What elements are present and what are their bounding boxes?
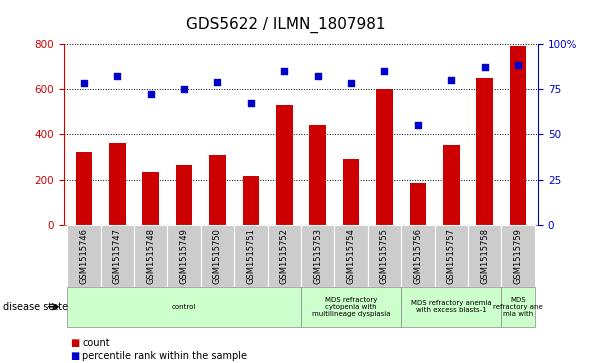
Bar — [67, 287, 301, 327]
Text: GSM1515759: GSM1515759 — [514, 228, 522, 284]
Point — [79, 81, 89, 86]
Text: GSM1515750: GSM1515750 — [213, 228, 222, 284]
Bar — [410, 183, 426, 225]
Text: GSM1515748: GSM1515748 — [146, 228, 155, 284]
Bar — [268, 225, 301, 287]
Point — [213, 79, 223, 85]
Text: GSM1515752: GSM1515752 — [280, 228, 289, 284]
Bar — [176, 165, 192, 225]
Bar — [167, 225, 201, 287]
Bar — [401, 287, 502, 327]
Text: GDS5622 / ILMN_1807981: GDS5622 / ILMN_1807981 — [186, 16, 385, 33]
Bar — [109, 143, 126, 225]
Bar — [334, 225, 368, 287]
Bar — [134, 225, 167, 287]
Point — [112, 73, 122, 79]
Point — [313, 73, 322, 79]
Bar — [67, 225, 100, 287]
Text: GSM1515754: GSM1515754 — [347, 228, 356, 284]
Bar — [502, 287, 535, 327]
Bar — [276, 105, 292, 225]
Text: ■: ■ — [70, 351, 79, 361]
Point — [146, 91, 156, 97]
Bar — [100, 225, 134, 287]
Bar — [234, 225, 268, 287]
Text: ■: ■ — [70, 338, 79, 348]
Point — [513, 62, 523, 68]
Text: GSM1515756: GSM1515756 — [413, 228, 423, 284]
Point — [413, 122, 423, 128]
Bar — [142, 172, 159, 225]
Text: GSM1515749: GSM1515749 — [179, 228, 188, 284]
Bar — [309, 125, 326, 225]
Text: count: count — [82, 338, 109, 348]
Text: GSM1515747: GSM1515747 — [112, 228, 122, 284]
Point — [446, 77, 456, 83]
Point — [346, 81, 356, 86]
Bar — [301, 225, 334, 287]
Bar — [468, 225, 502, 287]
Bar — [201, 225, 234, 287]
Text: GSM1515746: GSM1515746 — [80, 228, 88, 284]
Bar — [401, 225, 435, 287]
Bar — [243, 176, 259, 225]
Point — [379, 68, 389, 74]
Text: control: control — [172, 304, 196, 310]
Bar — [435, 225, 468, 287]
Bar — [476, 78, 493, 225]
Bar — [301, 287, 401, 327]
Text: GSM1515755: GSM1515755 — [380, 228, 389, 284]
Text: MDS refractory
cytopenia with
multilineage dysplasia: MDS refractory cytopenia with multilinea… — [312, 297, 390, 317]
Point — [246, 101, 256, 106]
Bar — [502, 225, 535, 287]
Text: MDS refractory anemia
with excess blasts-1: MDS refractory anemia with excess blasts… — [411, 300, 491, 313]
Point — [179, 86, 189, 92]
Bar — [209, 155, 226, 225]
Text: percentile rank within the sample: percentile rank within the sample — [82, 351, 247, 361]
Bar — [510, 46, 527, 225]
Bar — [343, 159, 359, 225]
Text: GSM1515753: GSM1515753 — [313, 228, 322, 284]
Text: GSM1515751: GSM1515751 — [246, 228, 255, 284]
Text: GSM1515758: GSM1515758 — [480, 228, 489, 284]
Bar — [443, 144, 460, 225]
Text: disease state: disease state — [3, 302, 68, 312]
Point — [280, 68, 289, 74]
Bar — [376, 89, 393, 225]
Point — [480, 64, 489, 70]
Text: MDS
refractory ane
mia with: MDS refractory ane mia with — [493, 297, 543, 317]
Bar — [75, 152, 92, 225]
Bar — [368, 225, 401, 287]
Text: GSM1515757: GSM1515757 — [447, 228, 456, 284]
